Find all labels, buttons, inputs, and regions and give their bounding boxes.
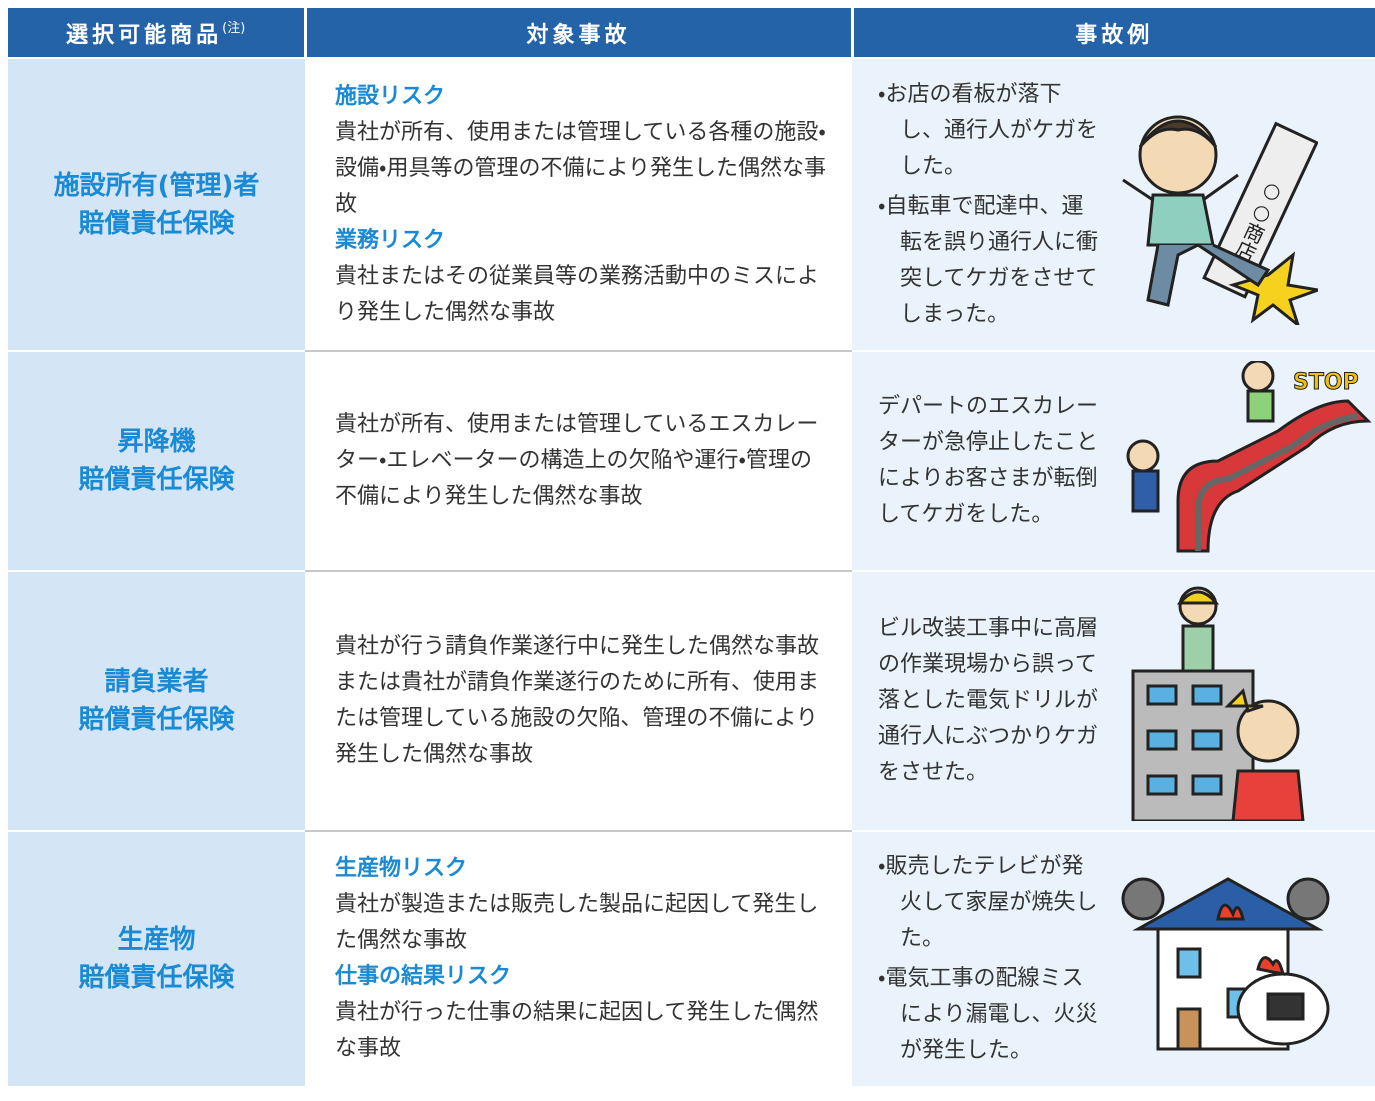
page: 選択可能商品(注) 対象事故 事故例 施設所有(管理)者 賠償責任保険 施設リスク貴… [0, 8, 1375, 1101]
illustration [1121, 877, 1330, 1051]
table-row: 施設所有(管理)者 賠償責任保険 施設リスク 貴社が所有、使用または管理している各種の… [8, 57, 1375, 351]
table-row: 生産物 賠償責任保険 生産物リスク 貴社が製造または販売した製品に起因して発生した偶然… [8, 830, 1375, 1086]
header-cell: 対象事故 [303, 8, 852, 58]
product-cell: 請負業者賠償責任保険 [8, 570, 305, 831]
example-text: ・お店の看板が落下し、通行人がケガをした。 [878, 81, 1099, 179]
example-list: ・お店の看板が落下し、通行人がケガをした。・自転車で配達中、運転を誤り通行人に衝… [878, 73, 1098, 337]
accident-text: 貴社が行う請負作業遂行中に発生した偶然な事故または貴社が請負作業遂行のために所有… [335, 634, 820, 767]
example-wrap: ・お店の看板が落下し、通行人がケガをした。・自転車で配達中、運転を誤り通行人に衝… [852, 73, 1375, 337]
risk-heading: 施設リスク [335, 83, 446, 109]
risk-heading: 業務リスク [335, 227, 446, 253]
accident-block: 貴社が行う請負作業遂行中に発生した偶然な事故または貴社が請負作業遂行のために所有… [335, 629, 832, 773]
example-text: ・電気工事の配線ミスにより漏電し、火災が発生した。 [878, 966, 1098, 1063]
table-body: 施設所有(管理)者 賠償責任保険 施設リスク 貴社が所有、使用または管理している各種の… [8, 57, 1375, 1086]
risk-heading: 生産物リスク [335, 856, 468, 881]
accident-block: 施設リスク貴社が所有、使用または管理している各種の施設・設備・用具等の管理の不備… [335, 79, 832, 223]
illustration [1131, 586, 1305, 821]
accident-text: 貴社が所有、使用または管理しているエスカレーター・エレベーターの構造上の欠陥や運… [335, 412, 819, 509]
insurance-table: 選択可能商品(注) 対象事故 事故例 施設所有(管理)者 賠償責任保険 施設リスク貴… [8, 8, 1375, 1086]
table-row: 昇降機 賠償責任保険 貴社が所有、使用または管理しているエスカレーター・エレベーター… [8, 350, 1375, 571]
accident-cell: 貴社が行う請負作業遂行中に発生した偶然な事故または貴社が請負作業遂行のために所有… [305, 570, 852, 831]
accident-text: 貴社が行った仕事の結果に起因して発生した偶然な事故 [335, 1000, 819, 1061]
illustration: ○○商店 [1122, 115, 1318, 325]
accident-cell: 施設リスク貴社が所有、使用または管理している各種の施設・設備・用具等の管理の不備… [305, 57, 852, 351]
example-text: ・自転車で配達中、運転を誤り通行人に衝突してケガをさせてしまった。 [878, 193, 1099, 327]
header-text: 選択可能商品 [66, 22, 223, 48]
product-name: 昇降機 [117, 427, 196, 457]
accident-block: 貴社が所有、使用または管理しているエスカレーター・エレベーターの構造上の欠陥や運… [335, 407, 832, 515]
product-name: 請負業者 [104, 667, 209, 697]
example-cell: デパートのエスカレーターが急停止したことによりお客さまが転倒してケガをした。 S… [852, 350, 1375, 571]
example-cell: ・お店の看板が落下し、通行人がケガをした。・自転車で配達中、運転を誤り通行人に衝… [852, 57, 1375, 351]
product-cell: 生産物 賠償責任保険 [8, 830, 305, 1086]
example-list: デパートのエスカレーターが急停止したことによりお客さまが転倒してケガをした。 [878, 385, 1098, 537]
accident-block: 業務リスク貴社またはその従業員等の業務活動中のミスにより発生した偶然な事故 [335, 223, 832, 331]
product-name: 賠償責任保険 [78, 705, 235, 735]
header-cell: 選択可能商品(注) [8, 8, 305, 58]
example-list: ・販売したテレビが発火して家屋が焼失した。 ・電気工事の配線ミスにより漏電し、火災… [878, 845, 1098, 1073]
header-cell: 事故例 [850, 8, 1375, 58]
risk-heading: 仕事の結果リスク [335, 964, 512, 989]
table-row: 請負業者 賠償責任保険 貴社が行う請負作業遂行中に発生した偶然な事故または貴社が請負… [8, 570, 1375, 831]
accident-text: 貴社が所有、使用または管理している各種の施設・設備・用具等の管理の不備により発生… [335, 119, 827, 217]
accident-cell: 生産物リスク 貴社が製造または販売した製品に起因して発生した偶然な事故 仕事の結果リ… [305, 830, 852, 1086]
example-wrap: デパートのエスカレーターが急停止したことによりお客さまが転倒してケガをした。 S… [852, 361, 1375, 561]
illustration-text: STOP [1293, 370, 1359, 395]
product-cell: 昇降機 賠償責任保険 [8, 350, 305, 571]
example-wrap: ・販売したテレビが発火して家屋が焼失した。 ・電気工事の配線ミスにより漏電し、火災… [852, 845, 1375, 1073]
accident-block: 生産物リスク貴社が製造または販売した製品に起因して発生した偶然な事故 [335, 851, 832, 959]
header-row: 選択可能商品(注) 対象事故 事故例 [8, 8, 1375, 58]
accident-text: 貴社またはその従業員等の業務活動中のミスにより発生した偶然な事故 [335, 263, 820, 325]
accident-cell: 貴社が所有、使用または管理しているエスカレーター・エレベーターの構造上の欠陥や運… [305, 350, 852, 571]
example-list: ビル改装工事中に高層の作業現場から誤って落とした電気ドリルが通行人にぶつかりケガ… [878, 607, 1098, 795]
example-cell: ビル改装工事中に高層の作業現場から誤って落とした電気ドリルが通行人にぶつかりケガ… [852, 570, 1375, 831]
product-name: 施設所有(管理)者 [53, 170, 260, 201]
product-name: 生産物 [117, 925, 196, 955]
table-header: 選択可能商品(注) 対象事故 事故例 [8, 8, 1375, 58]
product-cell: 施設所有(管理)者 賠償責任保険 [8, 57, 305, 351]
header-note: (注) [222, 20, 246, 36]
example-text: ビル改装工事中に高層の作業現場から誤って落とした電気ドリルが通行人にぶつかりケガ… [878, 616, 1099, 785]
accident-block: 仕事の結果リスク貴社が行った仕事の結果に起因して発生した偶然な事故 [335, 959, 832, 1067]
illustration: STOP [1126, 361, 1372, 553]
example-cell: ・販売したテレビが発火して家屋が焼失した。 ・電気工事の配線ミスにより漏電し、火災… [852, 830, 1375, 1086]
product-name: 賠償責任保険 [78, 208, 235, 239]
example-wrap: ビル改装工事中に高層の作業現場から誤って落とした電気ドリルが通行人にぶつかりケガ… [852, 581, 1375, 821]
product-name: 賠償責任保険 [78, 963, 235, 993]
example-text: ・販売したテレビが発火して家屋が焼失した。 [878, 854, 1098, 951]
product-name: 賠償責任保険 [78, 465, 235, 495]
example-text: デパートのエスカレーターが急停止したことによりお客さまが転倒してケガをした。 [878, 394, 1099, 527]
accident-text: 貴社が製造または販売した製品に起因して発生した偶然な事故 [335, 892, 819, 953]
